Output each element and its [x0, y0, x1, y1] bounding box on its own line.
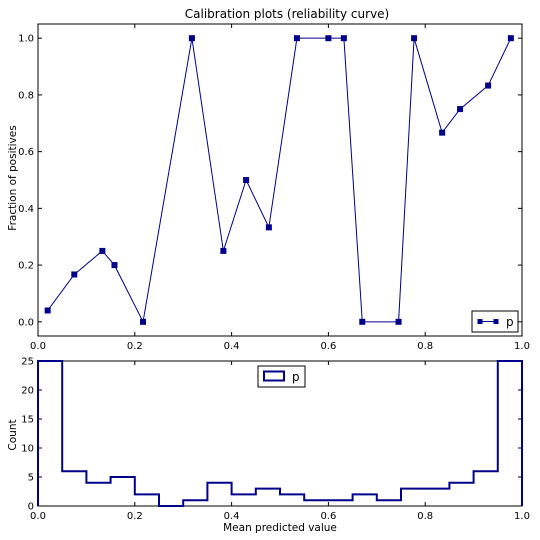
histogram-bin — [62, 471, 86, 506]
histogram-bin — [425, 489, 449, 506]
histogram-bin — [449, 483, 473, 506]
data-point-p — [486, 83, 491, 88]
x-tick-label: 0.0 — [30, 511, 46, 522]
y-tick-label: 15 — [21, 415, 34, 426]
y-tick-label: 10 — [21, 444, 34, 455]
legend: p — [258, 366, 305, 387]
y-tick-label: 20 — [21, 386, 34, 397]
histogram-bin — [474, 471, 498, 506]
top-y-axis-label: Fraction of positives — [7, 125, 19, 230]
data-point-p — [341, 36, 346, 41]
legend-marker-p — [494, 319, 499, 324]
y-tick-label: 0.8 — [18, 90, 34, 101]
legend-label-p: p — [292, 370, 300, 384]
histogram-bin — [377, 500, 401, 506]
x-tick-label: 0.6 — [320, 341, 336, 352]
histogram-bin — [232, 494, 256, 506]
bottom-x-axis-label: Mean predicted value — [223, 522, 337, 534]
y-tick-label: 0 — [28, 502, 34, 513]
histogram-plot: 0.0 0.2 0.4 0.6 0.8 1.0 0 5 10 15 20 25 p — [21, 357, 530, 523]
data-point-p — [100, 248, 105, 253]
histogram-bin — [498, 361, 522, 506]
calibration-plot: 0.0 0.2 0.4 0.6 0.8 1.0 0.0 0.2 0.4 0.6 0.8 1.0 p — [18, 24, 530, 352]
data-point-p — [244, 178, 249, 183]
y-tick-label: 0.0 — [18, 317, 34, 328]
histogram-bin — [280, 494, 304, 506]
x-tick-label: 0.6 — [320, 511, 336, 522]
y-tick-label: 0.2 — [18, 261, 34, 272]
x-tick-label: 1.0 — [514, 511, 530, 522]
data-point-p — [141, 319, 146, 324]
x-tick-label: 1.0 — [514, 341, 530, 352]
histogram-bin — [353, 494, 377, 506]
legend: p — [472, 311, 518, 332]
y-tick-label: 1.0 — [18, 34, 34, 45]
histogram-bin — [86, 483, 110, 506]
data-point-p — [266, 225, 271, 230]
y-tick-label: 0.6 — [18, 147, 34, 158]
x-tick-label: 0.4 — [224, 511, 240, 522]
data-point-p — [221, 248, 226, 253]
x-tick-label: 0.4 — [224, 341, 240, 352]
x-tick-label: 0.0 — [30, 341, 46, 352]
x-tick-label: 0.2 — [127, 341, 143, 352]
data-point-p — [45, 308, 50, 313]
histogram-bin — [207, 483, 231, 506]
histogram-bin — [304, 500, 328, 506]
chart-title: Calibration plots (reliability curve) — [185, 7, 389, 21]
data-point-p — [458, 107, 463, 112]
histogram-bin — [183, 500, 207, 506]
series-line-p — [48, 38, 511, 322]
histogram-bin — [256, 489, 280, 506]
bottom-y-axis-label: Count — [7, 419, 19, 450]
legend-marker-p — [478, 319, 483, 324]
plot-frame — [38, 24, 522, 336]
data-point-p — [189, 36, 194, 41]
data-point-p — [412, 36, 417, 41]
y-tick-label: 25 — [21, 357, 34, 368]
y-tick-label: 5 — [28, 473, 34, 484]
data-point-p — [360, 319, 365, 324]
histogram-bin — [135, 494, 159, 506]
y-tick-label: 0.4 — [18, 204, 34, 215]
x-tick-label: 0.2 — [127, 511, 143, 522]
data-point-p — [440, 130, 445, 135]
histogram-bin — [401, 489, 425, 506]
data-point-p — [294, 36, 299, 41]
histogram-bin — [38, 361, 62, 506]
histogram-bin — [328, 500, 352, 506]
x-tick-label: 0.8 — [417, 511, 433, 522]
data-point-p — [396, 319, 401, 324]
data-point-p — [72, 272, 77, 277]
data-point-p — [326, 36, 331, 41]
data-point-p — [112, 263, 117, 268]
histogram-bin — [111, 477, 135, 506]
x-tick-label: 0.8 — [417, 341, 433, 352]
legend-label-p: p — [506, 315, 514, 329]
data-point-p — [508, 36, 513, 41]
